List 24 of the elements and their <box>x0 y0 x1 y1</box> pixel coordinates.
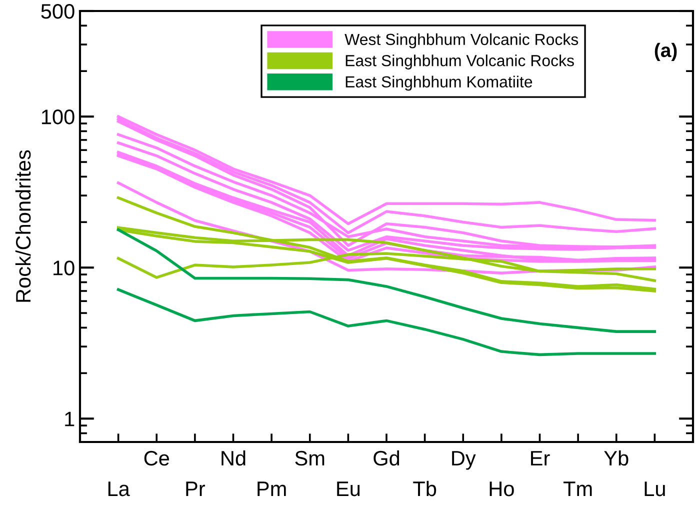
annotation: (a) <box>654 42 677 62</box>
x-tick-label: Gd <box>374 450 400 466</box>
y-axis-title: Rock/Chondrites <box>15 150 31 302</box>
x-tick-label: Pm <box>258 482 286 496</box>
x-tick-label: Er <box>531 451 550 466</box>
legend-label: East Singhbhum Volcanic Rocks <box>346 54 574 70</box>
y-tick-label: 10 <box>54 260 74 276</box>
x-tick-label: Tb <box>413 480 436 496</box>
y-tick-label: 100 <box>42 110 74 124</box>
x-tick-label: La <box>108 482 130 496</box>
x-tick-label: Dy <box>452 451 476 470</box>
x-tick-label: Ce <box>144 450 170 466</box>
x-tick-label: Lu <box>644 482 665 496</box>
x-tick-label: Sm <box>295 450 324 466</box>
x-tick-label: Ho <box>490 482 514 496</box>
legend-label: East Singhbhum Komatiite <box>346 76 532 91</box>
y-tick-label: 1 <box>65 412 74 426</box>
x-tick-label: Yb <box>604 450 628 466</box>
legend-label: West Singhbhum Volcanic Rocks <box>344 33 578 48</box>
x-tick-label: Pr <box>186 482 206 496</box>
x-tick-label: Nd <box>222 450 246 466</box>
x-tick-label: Eu <box>337 482 360 496</box>
y-tick-label: 500 <box>41 4 74 19</box>
x-tick-label: Tm <box>563 482 592 496</box>
